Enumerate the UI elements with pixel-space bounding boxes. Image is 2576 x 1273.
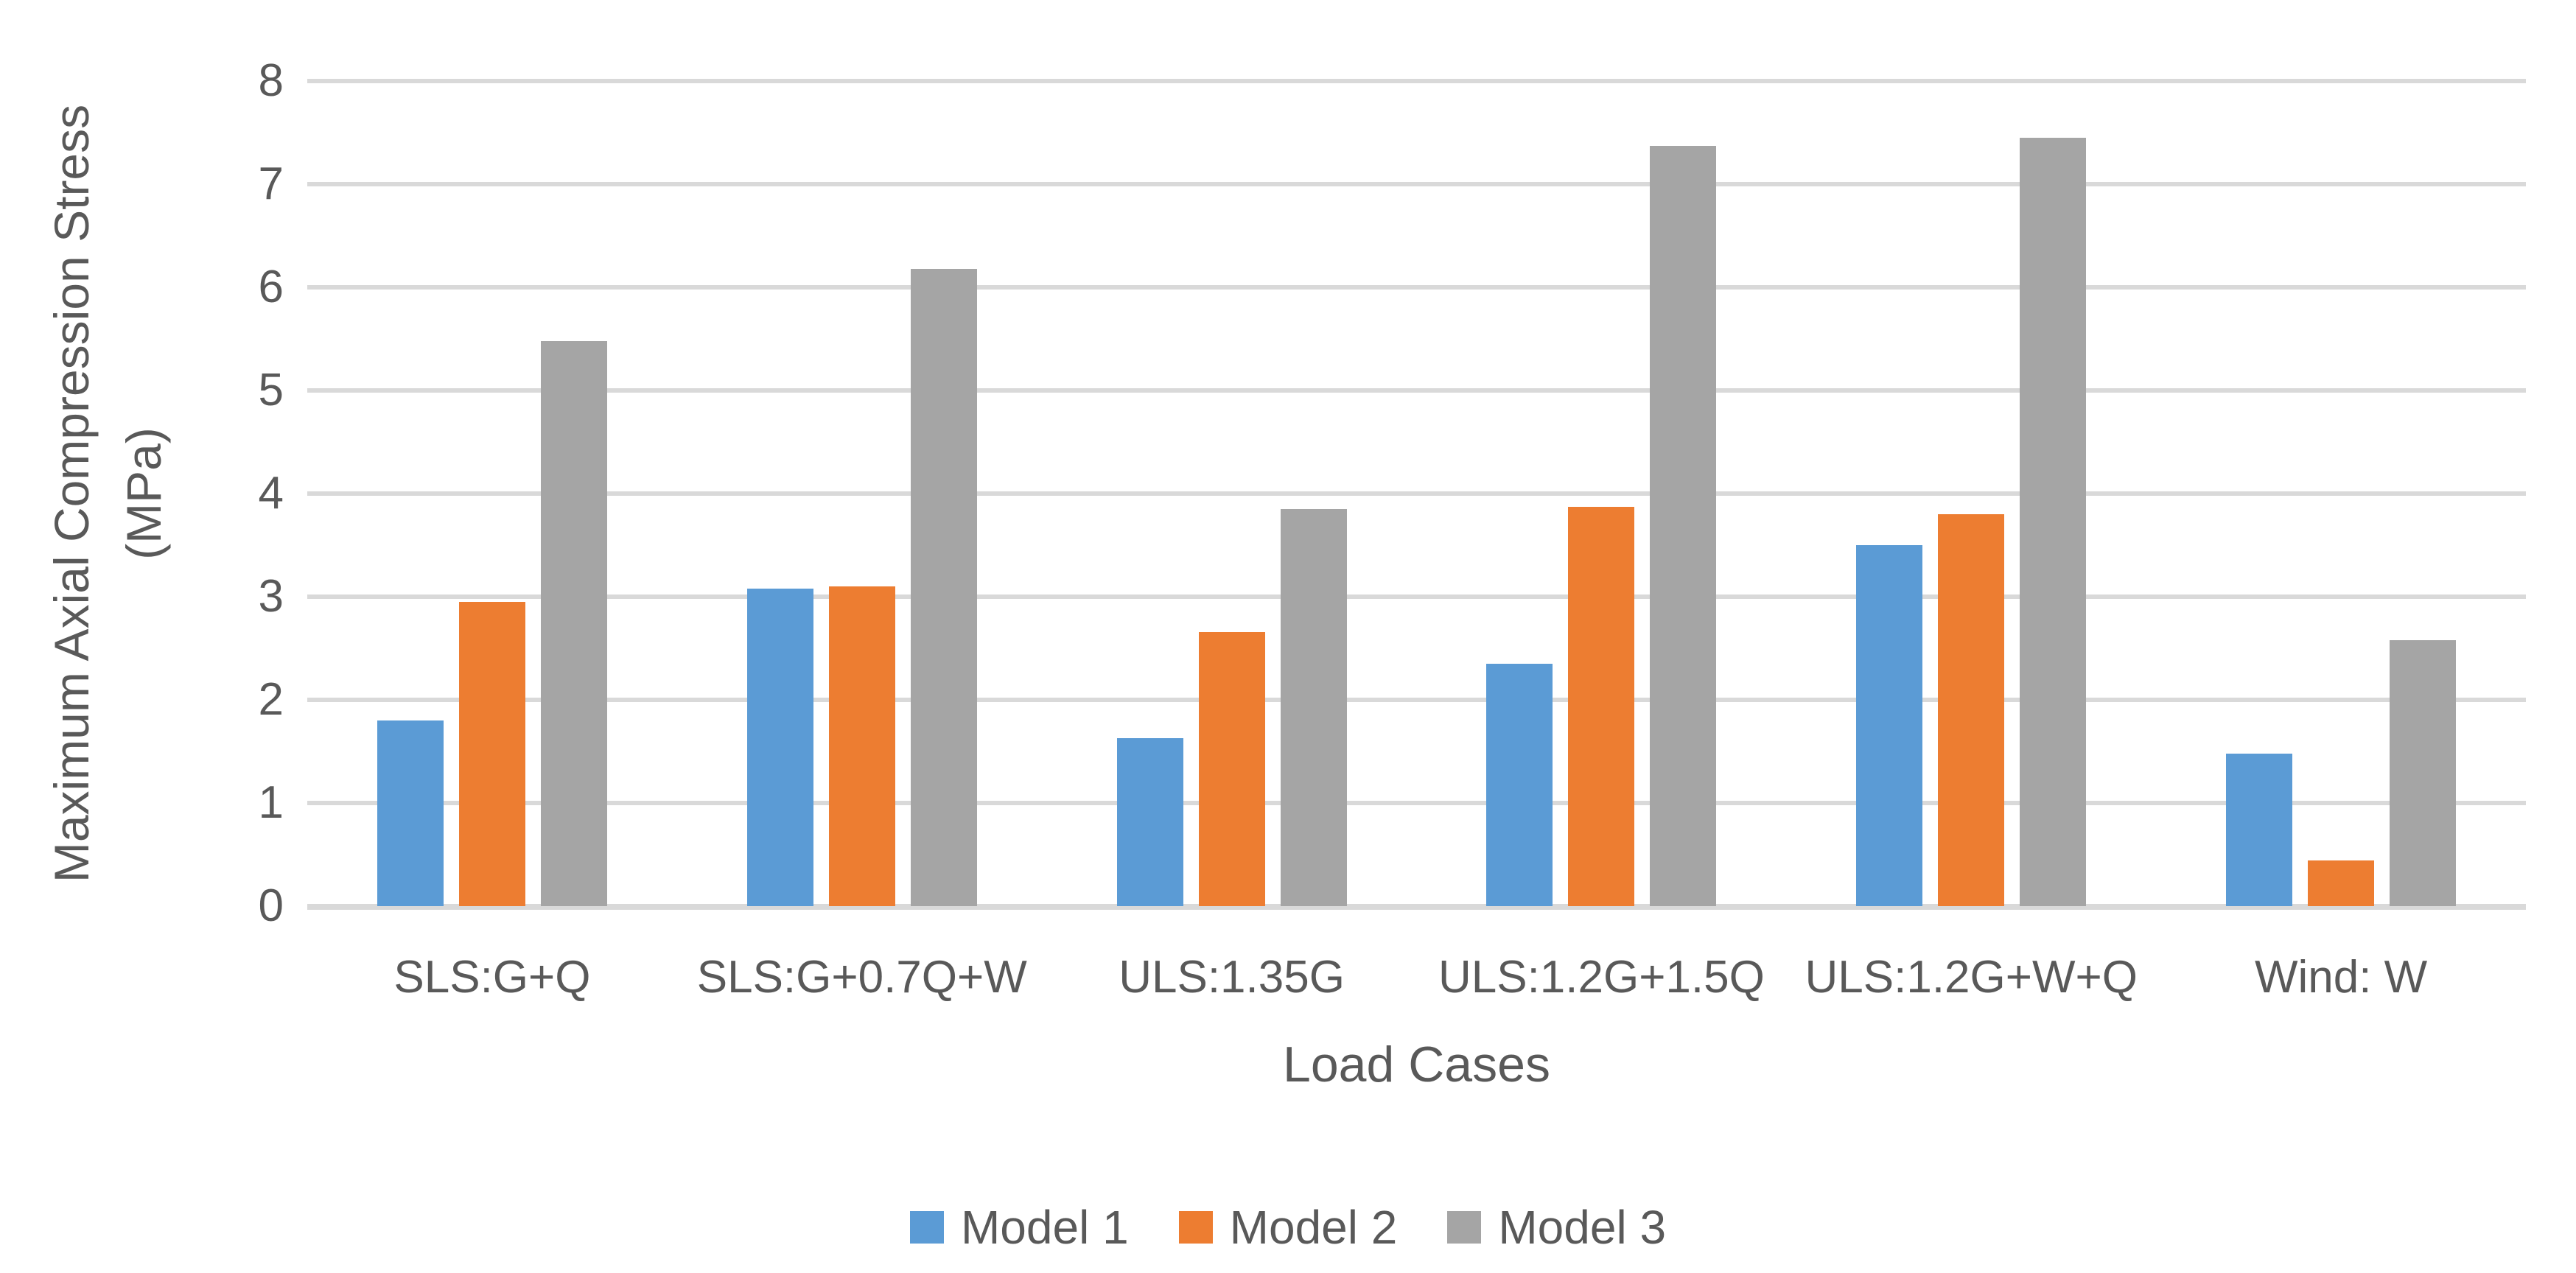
y-axis-title-line1: Maximum Axial Compression Stress bbox=[44, 104, 99, 883]
y-axis-title: Maximum Axial Compression Stress (MPa) bbox=[34, 0, 181, 1046]
bar bbox=[829, 586, 895, 906]
y-axis-title-line2: (MPa) bbox=[116, 427, 171, 560]
bar bbox=[2226, 754, 2292, 906]
y-tick-label: 1 bbox=[258, 777, 284, 828]
x-axis-title: Load Cases bbox=[1283, 1037, 1550, 1093]
y-tick-label: 4 bbox=[258, 468, 284, 519]
gridline bbox=[307, 285, 2526, 290]
x-category-label: Wind: W bbox=[2254, 952, 2428, 1003]
legend-item: Model 3 bbox=[1447, 1200, 1666, 1255]
bar bbox=[1568, 507, 1634, 906]
legend-label: Model 2 bbox=[1229, 1201, 1398, 1254]
plot-area bbox=[307, 79, 2526, 910]
y-tick-label: 2 bbox=[258, 674, 284, 725]
gridline bbox=[307, 698, 2526, 702]
bar bbox=[1856, 545, 1922, 906]
legend-swatch-icon bbox=[1178, 1211, 1213, 1244]
y-tick-label: 0 bbox=[258, 880, 284, 931]
bar bbox=[2020, 138, 2086, 906]
legend-item: Model 1 bbox=[909, 1200, 1129, 1255]
bar bbox=[1486, 664, 1553, 906]
gridline bbox=[307, 595, 2526, 599]
x-category-label: ULS:1.35G bbox=[1119, 952, 1345, 1003]
bar bbox=[1650, 146, 1716, 906]
legend-item: Model 2 bbox=[1178, 1200, 1398, 1255]
y-tick-label: 3 bbox=[258, 571, 284, 622]
x-axis-labels: SLS:G+Q SLS:G+0.7Q+W ULS:1.35G ULS:1.2G+1.5… bbox=[307, 944, 2526, 1011]
gridline bbox=[307, 388, 2526, 393]
bar bbox=[1938, 514, 2004, 906]
x-axis-line bbox=[307, 904, 2526, 910]
bar bbox=[377, 720, 444, 906]
bar bbox=[747, 589, 813, 906]
bar bbox=[459, 602, 525, 906]
gridline bbox=[307, 182, 2526, 186]
bar bbox=[1281, 509, 1347, 906]
legend-label: Model 3 bbox=[1498, 1201, 1667, 1254]
y-tick-label: 6 bbox=[258, 262, 284, 312]
gridline bbox=[307, 801, 2526, 805]
gridline bbox=[307, 79, 2526, 83]
y-tick-label: 8 bbox=[258, 55, 284, 106]
x-category-label: SLS:G+0.7Q+W bbox=[696, 952, 1027, 1003]
y-tick-label: 5 bbox=[258, 365, 284, 415]
legend-swatch-icon bbox=[909, 1211, 944, 1244]
x-category-label: SLS:G+Q bbox=[393, 952, 591, 1003]
legend: Model 1 Model 2 Model 3 bbox=[0, 1187, 2576, 1268]
bar bbox=[2308, 860, 2374, 906]
bar bbox=[541, 341, 607, 906]
legend-swatch-icon bbox=[1447, 1211, 1482, 1244]
x-category-label: ULS:1.2G+W+Q bbox=[1805, 952, 2138, 1003]
bar bbox=[1117, 738, 1183, 906]
bar bbox=[911, 269, 977, 906]
y-tick-label: 7 bbox=[258, 158, 284, 209]
x-category-label: ULS:1.2G+1.5Q bbox=[1438, 952, 1765, 1003]
legend-label: Model 1 bbox=[960, 1201, 1129, 1254]
bar bbox=[1199, 632, 1265, 906]
gridline bbox=[307, 491, 2526, 496]
bar bbox=[2390, 640, 2456, 906]
